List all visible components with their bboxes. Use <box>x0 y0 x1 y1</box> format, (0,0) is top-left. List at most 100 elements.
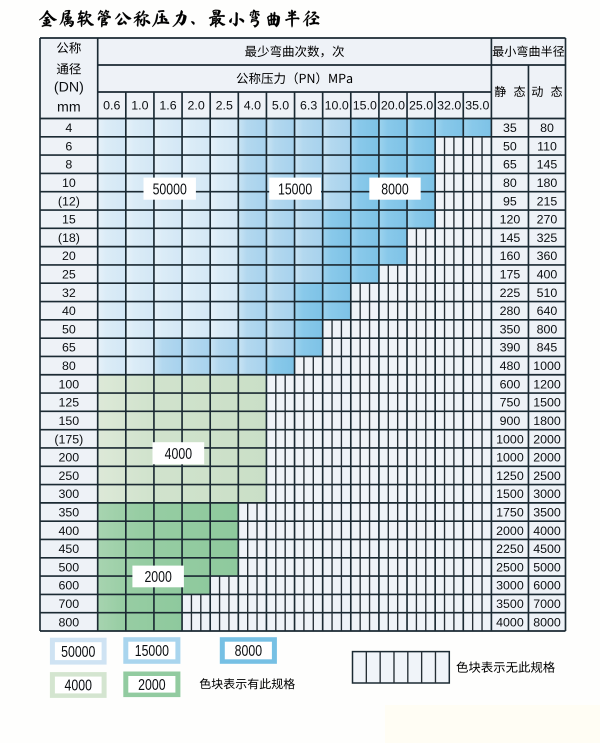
svg-text:125: 125 <box>59 396 80 410</box>
svg-text:325: 325 <box>537 231 558 245</box>
svg-text:1750: 1750 <box>496 505 524 519</box>
svg-text:8: 8 <box>65 158 72 172</box>
svg-text:150: 150 <box>59 414 80 428</box>
svg-text:4000: 4000 <box>533 524 561 538</box>
svg-text:750: 750 <box>500 396 521 410</box>
svg-text:32: 32 <box>62 286 76 300</box>
svg-text:50000: 50000 <box>61 644 96 661</box>
svg-text:1200: 1200 <box>533 377 561 391</box>
svg-text:3500: 3500 <box>533 505 561 519</box>
svg-text:35: 35 <box>503 121 517 135</box>
svg-text:480: 480 <box>500 359 521 373</box>
svg-text:25.0: 25.0 <box>409 99 433 113</box>
svg-text:510: 510 <box>537 286 558 300</box>
svg-text:640: 640 <box>537 304 558 318</box>
svg-text:6.3: 6.3 <box>300 99 317 113</box>
svg-text:600: 600 <box>59 579 80 593</box>
svg-text:1500: 1500 <box>533 396 561 410</box>
svg-text:5000: 5000 <box>533 560 561 574</box>
svg-text:(DN): (DN) <box>54 79 84 95</box>
svg-text:400: 400 <box>537 268 558 282</box>
svg-text:2500: 2500 <box>496 560 524 574</box>
svg-text:4500: 4500 <box>533 542 561 556</box>
svg-text:800: 800 <box>537 322 558 336</box>
svg-text:110: 110 <box>537 139 557 153</box>
svg-text:32.0: 32.0 <box>437 99 461 113</box>
svg-text:35.0: 35.0 <box>465 99 489 113</box>
svg-text:6000: 6000 <box>533 579 561 593</box>
svg-text:8000: 8000 <box>381 181 409 198</box>
svg-text:6: 6 <box>65 139 72 153</box>
svg-text:20: 20 <box>62 249 76 263</box>
svg-text:200: 200 <box>59 451 80 465</box>
svg-text:50: 50 <box>503 139 517 153</box>
svg-text:15000: 15000 <box>135 643 170 660</box>
svg-text:2000: 2000 <box>138 677 166 694</box>
svg-text:0.6: 0.6 <box>103 99 120 113</box>
svg-text:160: 160 <box>500 249 521 263</box>
svg-text:845: 845 <box>537 341 558 355</box>
svg-text:2.0: 2.0 <box>188 99 205 113</box>
svg-text:2000: 2000 <box>533 432 561 446</box>
svg-text:4000: 4000 <box>165 446 193 463</box>
svg-text:(175): (175) <box>54 432 83 446</box>
svg-text:300: 300 <box>59 487 80 501</box>
svg-text:8000: 8000 <box>533 615 561 629</box>
svg-text:360: 360 <box>537 249 558 263</box>
svg-text:1250: 1250 <box>496 469 524 483</box>
svg-text:175: 175 <box>500 268 521 282</box>
svg-text:350: 350 <box>59 505 80 519</box>
svg-text:215: 215 <box>537 194 558 208</box>
svg-text:500: 500 <box>59 560 80 574</box>
svg-text:7000: 7000 <box>533 597 561 611</box>
svg-text:400: 400 <box>59 524 80 538</box>
svg-text:50000: 50000 <box>153 181 188 198</box>
svg-text:4000: 4000 <box>65 678 93 695</box>
svg-text:180: 180 <box>537 176 558 190</box>
svg-text:15000: 15000 <box>278 181 313 198</box>
svg-text:2000: 2000 <box>496 524 524 538</box>
svg-text:1.0: 1.0 <box>131 99 148 113</box>
svg-text:100: 100 <box>59 377 80 391</box>
svg-text:95: 95 <box>503 194 517 208</box>
svg-text:80: 80 <box>540 121 554 135</box>
svg-text:40: 40 <box>62 304 76 318</box>
svg-text:2.5: 2.5 <box>216 99 233 113</box>
svg-text:1000: 1000 <box>496 451 524 465</box>
svg-text:1500: 1500 <box>496 487 524 501</box>
svg-text:2500: 2500 <box>533 469 561 483</box>
svg-text:600: 600 <box>500 377 521 391</box>
svg-text:15.0: 15.0 <box>353 99 377 113</box>
svg-text:2250: 2250 <box>496 542 524 556</box>
svg-text:700: 700 <box>59 597 80 611</box>
svg-text:225: 225 <box>500 286 521 300</box>
svg-text:1000: 1000 <box>496 432 524 446</box>
svg-text:800: 800 <box>59 615 80 629</box>
svg-text:10.0: 10.0 <box>325 99 349 113</box>
svg-text:5.0: 5.0 <box>272 99 289 113</box>
svg-text:80: 80 <box>503 176 517 190</box>
svg-text:350: 350 <box>500 322 521 336</box>
svg-text:15: 15 <box>62 213 76 227</box>
svg-text:4: 4 <box>65 121 72 135</box>
svg-text:10: 10 <box>62 176 76 190</box>
svg-text:1.6: 1.6 <box>159 99 176 113</box>
svg-text:450: 450 <box>59 542 80 556</box>
svg-text:250: 250 <box>59 469 80 483</box>
svg-text:145: 145 <box>537 158 558 172</box>
svg-text:3500: 3500 <box>496 597 524 611</box>
svg-text:2000: 2000 <box>533 451 561 465</box>
svg-text:3000: 3000 <box>496 579 524 593</box>
svg-text:4.0: 4.0 <box>244 99 261 113</box>
svg-text:3000: 3000 <box>533 487 561 501</box>
svg-text:270: 270 <box>537 213 558 227</box>
svg-text:145: 145 <box>500 231 521 245</box>
svg-text:1800: 1800 <box>533 414 561 428</box>
svg-text:25: 25 <box>62 268 76 282</box>
svg-text:390: 390 <box>500 341 521 355</box>
svg-text:280: 280 <box>500 304 521 318</box>
svg-text:(12): (12) <box>58 194 80 208</box>
svg-text:2000: 2000 <box>144 569 172 586</box>
svg-text:(18): (18) <box>58 231 80 245</box>
svg-text:80: 80 <box>62 359 76 373</box>
